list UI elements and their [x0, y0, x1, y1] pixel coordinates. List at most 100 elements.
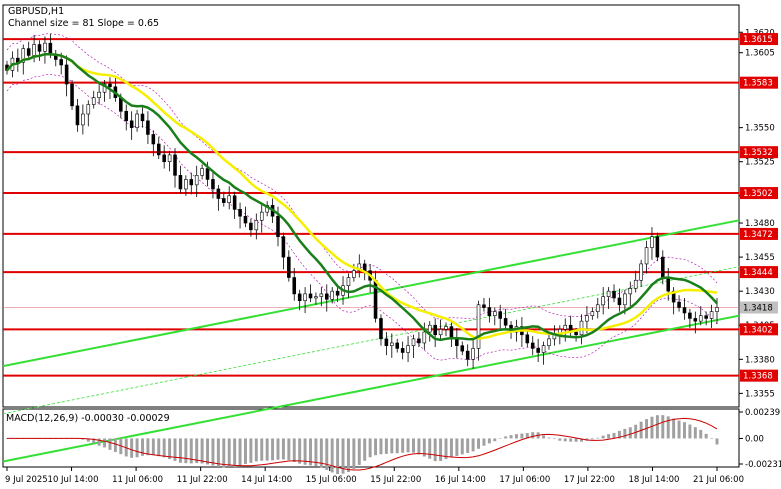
macd-histogram-bar	[141, 438, 144, 456]
candle-body	[617, 297, 622, 306]
macd-histogram-bar	[650, 416, 654, 439]
time-tick-label: 9 Jul 2025	[5, 475, 48, 485]
macd-histogram-bar	[634, 424, 638, 439]
macd-histogram-bar	[390, 438, 394, 454]
candle-body	[655, 236, 660, 258]
candle-body	[476, 304, 481, 349]
candle-body	[91, 97, 96, 105]
candle-body	[75, 105, 80, 126]
candle-body	[146, 120, 150, 135]
candle-body	[390, 342, 394, 346]
candle-body	[644, 247, 649, 265]
macd-histogram-bar	[590, 438, 594, 440]
candle-body	[715, 307, 719, 312]
time-tick-label: 10 Jul 14:00	[48, 475, 99, 485]
candle-body	[21, 48, 26, 63]
candle-body	[487, 307, 492, 316]
macd-histogram-bar	[617, 430, 621, 439]
candle-body	[482, 304, 486, 308]
macd-histogram-bar	[379, 438, 383, 455]
candle-body	[704, 315, 708, 319]
candle-body	[574, 331, 578, 336]
candle-body	[633, 279, 638, 289]
level-label: 1.3502	[743, 189, 773, 199]
macd-histogram-bar	[195, 438, 199, 464]
candle-body	[498, 311, 502, 319]
candle-body	[433, 324, 437, 336]
macd-histogram-bar	[439, 438, 443, 461]
macd-histogram-bar	[173, 438, 177, 461]
candle-body	[292, 277, 297, 295]
macd-histogram-bar	[260, 438, 264, 461]
macd-histogram-bar	[227, 438, 231, 467]
candle-body	[232, 195, 237, 210]
macd-histogram-bar	[92, 438, 96, 444]
macd-histogram-bar	[422, 438, 426, 457]
candle-body	[379, 318, 383, 340]
macd-histogram-bar	[319, 438, 323, 468]
level-label: 1.3444	[743, 268, 773, 278]
macd-histogram-bar	[81, 438, 85, 440]
candle-body	[324, 293, 329, 300]
macd-histogram-bar	[525, 433, 529, 439]
price-tick-label: 1.3550	[745, 124, 775, 134]
macd-histogram-bar	[146, 438, 150, 456]
macd-histogram-bar	[346, 438, 350, 473]
moving-average-green	[6, 52, 718, 342]
time-tick-label: 15 Jul 06:00	[306, 475, 357, 485]
candle-body	[628, 288, 633, 295]
candle-body	[406, 345, 410, 353]
macd-histogram-bar	[580, 438, 583, 442]
macd-histogram-bar	[628, 427, 632, 439]
macd-histogram-bar	[569, 438, 573, 442]
candle-body	[243, 215, 248, 224]
candle-body	[64, 64, 69, 85]
candle-body	[308, 293, 313, 299]
channel-lower-line	[2, 314, 740, 463]
macd-histogram-bar	[292, 438, 296, 463]
macd-histogram-bar	[514, 434, 518, 439]
candle-body	[530, 342, 535, 349]
level-labels: 1.3615 1.3583 1.3532 1.3502 1.3472 1.3444 1.34…	[740, 33, 778, 382]
candle-body	[698, 315, 703, 322]
candle-body	[563, 324, 568, 330]
macd-histogram-bar	[233, 438, 237, 468]
price-tick-label: 1.3480	[745, 219, 775, 229]
macd-histogram-bar	[655, 415, 659, 439]
channel-upper-line	[2, 219, 740, 368]
chart-title: GBPUSD,H1	[8, 6, 64, 17]
candle-body	[623, 293, 627, 306]
price-tick-label: 1.3355	[745, 389, 775, 399]
candle-body	[303, 293, 307, 302]
candle-body	[162, 154, 166, 163]
macd-histogram-bar	[243, 438, 247, 464]
candle-body	[352, 270, 356, 278]
macd-histogram-bar	[444, 438, 448, 460]
level-label-bg	[740, 33, 778, 46]
macd-histogram-bar	[677, 420, 681, 439]
candle-body	[314, 296, 318, 299]
candle-body	[471, 348, 475, 360]
candle-body	[422, 331, 427, 344]
macd-histogram-bar	[449, 438, 453, 458]
macd-histogram-bar	[368, 438, 372, 458]
level-label: 1.3583	[743, 79, 773, 89]
candle-body	[525, 334, 530, 344]
candle-body	[547, 338, 551, 346]
candle-body	[601, 296, 605, 306]
macd-histogram-bar	[542, 435, 546, 439]
macd-histogram-bar	[683, 422, 686, 439]
macd-histogram-bar	[298, 438, 302, 464]
macd-histogram-bar	[200, 438, 204, 464]
candle-body	[200, 168, 204, 176]
macd-histogram-bar	[607, 434, 611, 439]
regression-channel	[2, 219, 740, 463]
macd-histogram-bar	[271, 438, 275, 461]
macd-histogram-bar	[715, 438, 719, 445]
macd-panel: 0.00239 0.00 -0.00231	[5, 408, 781, 475]
macd-label: MACD(12,26,9) -0.00030 -0.00029	[6, 413, 170, 424]
candle-body	[590, 311, 595, 316]
candle-body	[666, 277, 671, 292]
macd-histogram-bar	[417, 438, 421, 455]
candle-body	[661, 256, 665, 278]
